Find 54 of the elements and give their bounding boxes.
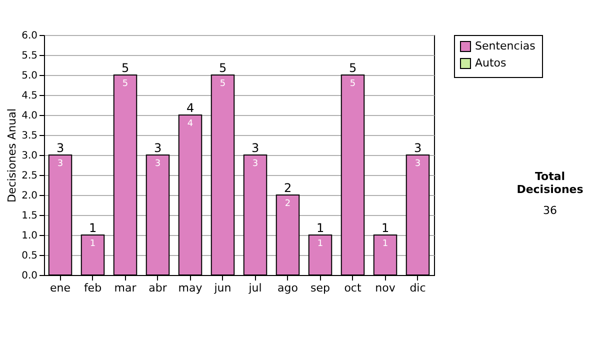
x-tick-label: jul	[248, 282, 262, 294]
x-tick-label: dic	[410, 282, 426, 294]
total-label: 1	[316, 221, 324, 235]
y-tick-label: 4.5	[22, 90, 38, 102]
total-label: 3	[414, 141, 422, 155]
x-tick-label: oct	[344, 282, 362, 294]
y-tick-label: 1.5	[22, 210, 38, 222]
total-label: 1	[381, 221, 390, 235]
y-tick-label: 5.0	[22, 70, 38, 82]
data-label: 1	[317, 239, 324, 249]
total-label: 2	[284, 181, 292, 195]
data-label: 1	[90, 239, 96, 249]
data-label: 2	[284, 199, 291, 209]
x-tick-label: sep	[310, 282, 330, 294]
total-label: 5	[348, 61, 357, 75]
y-tick-label: 5.5	[22, 50, 38, 62]
y-tick-label: 0.5	[22, 250, 38, 262]
data-label: 3	[154, 159, 161, 169]
x-tick-label: may	[178, 282, 203, 294]
total-label: 4	[186, 101, 194, 115]
x-tick-label: mar	[114, 282, 137, 294]
y-tick-label: 3.5	[22, 130, 38, 142]
y-tick-label: 0.0	[22, 270, 38, 282]
x-tick-label: nov	[375, 282, 396, 294]
x-tick-label: ene	[50, 282, 71, 294]
total-label: 5	[121, 61, 130, 75]
total-label: 1	[88, 221, 97, 235]
y-tick-label: 6.0	[22, 30, 38, 42]
y-tick-label: 1.0	[22, 230, 38, 242]
data-label: 5	[350, 79, 356, 89]
text: 36	[542, 204, 558, 217]
total-label: 3	[251, 141, 260, 155]
total-label: 3	[56, 141, 64, 155]
x-tick-label: jun	[213, 282, 232, 294]
data-label: 3	[414, 159, 421, 169]
y-tick-label: 2.0	[22, 190, 38, 202]
data-label: 3	[252, 159, 258, 169]
total-label: 3	[154, 141, 162, 155]
data-label: 1	[382, 239, 388, 249]
total-label: 5	[218, 61, 227, 75]
data-label: 4	[187, 119, 194, 129]
data-label: 5	[122, 79, 128, 89]
y-tick-label: 3.0	[22, 150, 38, 162]
legend-label: Autos	[475, 56, 507, 70]
y-axis-title: Decisiones Anual	[6, 108, 19, 203]
y-tick-label: 4.0	[22, 110, 38, 122]
y-tick-label: 2.5	[22, 170, 38, 182]
x-tick-label: abr	[148, 282, 168, 294]
legend-label: Sentencias	[475, 40, 536, 52]
data-label: 3	[57, 159, 64, 169]
x-tick-label: feb	[84, 282, 102, 294]
data-label: 5	[220, 79, 226, 89]
text: Total Decisiones	[516, 170, 584, 196]
x-tick-label: ago	[278, 282, 298, 294]
